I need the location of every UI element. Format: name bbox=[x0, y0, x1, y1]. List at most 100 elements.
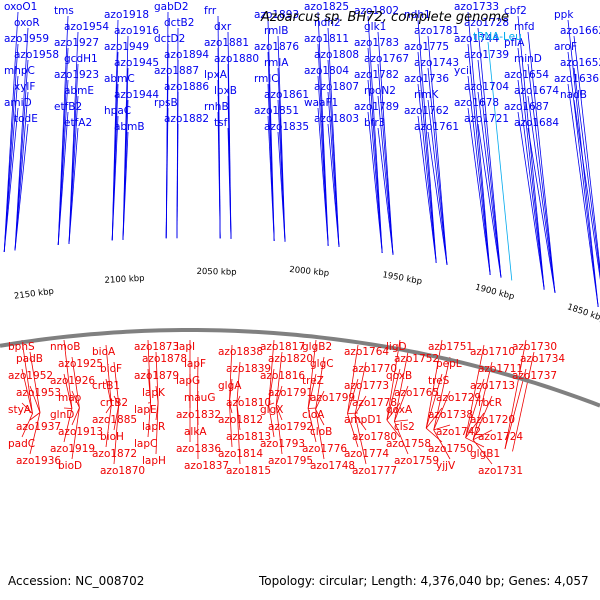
forward-gene-label: azo1959 bbox=[4, 33, 49, 45]
forward-gene-label: rimK bbox=[414, 89, 439, 101]
gene-leader-line bbox=[317, 107, 329, 246]
gene-leader-line bbox=[63, 408, 73, 443]
gene-leader-line bbox=[527, 63, 556, 293]
reverse-gene-label: crtB1 bbox=[92, 380, 120, 392]
forward-gene-label: azo1733 bbox=[454, 1, 499, 13]
reverse-gene-label: qoxA bbox=[386, 404, 413, 416]
reverse-gene-label: azo1799 bbox=[310, 392, 355, 404]
gene-leader-line bbox=[267, 115, 275, 241]
gene-leader-line bbox=[155, 351, 159, 403]
gene-leader-line bbox=[427, 99, 448, 265]
reverse-gene-label: azo1731 bbox=[478, 465, 523, 477]
reverse-gene-label: azo1737 bbox=[512, 370, 557, 382]
forward-gene-label: dctB2 bbox=[164, 17, 194, 29]
gene-leader-lines bbox=[3, 11, 600, 465]
reverse-gene-label: azo1832 bbox=[176, 409, 221, 421]
forward-gene-label: azo1802 bbox=[354, 5, 399, 17]
forward-gene-label: azo1949 bbox=[104, 41, 149, 53]
forward-gene-label: azo1886 bbox=[164, 81, 209, 93]
kbp-label: 1850 kbp bbox=[566, 302, 600, 324]
gene-leader-line bbox=[275, 385, 283, 406]
reverse-gene-label: ampD1 bbox=[344, 414, 382, 426]
forward-gene-label: azo1775 bbox=[404, 41, 449, 53]
gene-leader-line bbox=[517, 15, 545, 290]
forward-gene-label: azo1958 bbox=[14, 49, 59, 61]
gene-leader-line bbox=[467, 43, 491, 275]
reverse-gene-label: azo1878 bbox=[142, 353, 187, 365]
gene-leader-line bbox=[63, 339, 73, 409]
gene-leader-line bbox=[417, 19, 437, 263]
gene-leader-line bbox=[477, 123, 502, 278]
reverse-gene-label: bioA bbox=[92, 346, 116, 358]
forward-gene-label: azo1804 bbox=[304, 65, 349, 77]
reverse-gene-label: cloA bbox=[302, 409, 325, 421]
forward-gene-label: azo1923 bbox=[54, 69, 99, 81]
gene-leader-line bbox=[229, 402, 233, 448]
forward-gene-label: gcdH1 bbox=[64, 53, 98, 65]
forward-gene-label: azo1674 bbox=[514, 85, 559, 97]
gene-leader-line bbox=[307, 408, 317, 443]
gene-leader-line bbox=[63, 407, 72, 409]
gene-leader-line bbox=[417, 51, 437, 263]
gene-leader-line bbox=[275, 405, 283, 455]
reverse-gene-label: azo1724 bbox=[478, 431, 523, 443]
gene-leader-line bbox=[377, 95, 394, 255]
reverse-gene-label: treS bbox=[428, 375, 450, 387]
gene-leader-line bbox=[433, 424, 451, 431]
reverse-gene-label: rbcR bbox=[478, 397, 502, 409]
reverse-gene-label: azo1879 bbox=[134, 370, 179, 382]
gene-leader-line bbox=[433, 390, 451, 431]
gene-leader-line bbox=[347, 412, 359, 414]
gene-leader-line bbox=[472, 395, 493, 440]
reverse-gene-label: azo1936 bbox=[16, 455, 61, 467]
forward-gene-label: azo1807 bbox=[314, 81, 359, 93]
forward-gene-label: hpaC bbox=[104, 105, 131, 117]
gene-leader-line bbox=[377, 31, 394, 255]
gene-leader-line bbox=[377, 63, 394, 255]
gene-leader-line bbox=[517, 47, 545, 290]
gene-leader-line bbox=[3, 75, 19, 253]
gene-leader-line bbox=[307, 373, 317, 409]
rna-leader-line bbox=[487, 41, 513, 281]
forward-gene-label: ndh1 bbox=[404, 9, 431, 21]
forward-gene-label: ndh2 bbox=[314, 17, 341, 29]
reverse-gene-label: bioH bbox=[100, 431, 124, 443]
reverse-gene-label: azo1937 bbox=[16, 421, 61, 433]
forward-gene-label: waaF1 bbox=[304, 97, 338, 109]
reverse-gene-label: azo1815 bbox=[226, 465, 271, 477]
reverse-gene-label: azo1713 bbox=[470, 380, 515, 392]
gene-leader-line bbox=[386, 419, 401, 438]
kbp-label: 2150 kbp bbox=[14, 287, 55, 302]
forward-gene-label: aroF bbox=[554, 41, 577, 53]
gene-leader-line bbox=[111, 115, 119, 241]
reverse-gene-label: yjjV bbox=[436, 460, 456, 472]
reverse-gene-label: bioF bbox=[100, 363, 122, 375]
forward-gene-label: azo1811 bbox=[304, 33, 349, 45]
reverse-gene-label: azo1952 bbox=[8, 370, 53, 382]
gene-leader-line bbox=[68, 127, 79, 244]
gene-leader-line bbox=[386, 339, 401, 421]
gene-leader-line bbox=[504, 368, 527, 450]
gene-leader-line bbox=[347, 344, 359, 414]
gene-leader-line bbox=[427, 131, 448, 265]
forward-gene-label: rpoN2 bbox=[364, 85, 396, 97]
reverse-gene-label: lapK bbox=[142, 387, 166, 399]
gene-leader-line bbox=[229, 378, 233, 403]
reverse-gene-label: azo1919 bbox=[50, 443, 95, 455]
forward-gene-label: tsf bbox=[214, 117, 228, 129]
gene-leader-line bbox=[386, 368, 401, 421]
reverse-gene-label: lapF bbox=[184, 358, 206, 370]
gene-leader-line bbox=[367, 47, 383, 254]
gene-leader-line bbox=[354, 395, 367, 415]
forward-gene-label: rpsB bbox=[154, 97, 178, 109]
forward-gene-label: azo1782 bbox=[354, 69, 399, 81]
gene-leader-line bbox=[14, 59, 29, 251]
gene-leader-line bbox=[465, 378, 485, 438]
gene-leader-line bbox=[217, 111, 221, 239]
gene-leader-line bbox=[567, 51, 599, 308]
gene-leader-line bbox=[197, 390, 199, 403]
reverse-gene-label: azo1813 bbox=[226, 431, 271, 443]
gene-leader-line bbox=[29, 412, 41, 421]
forward-gene-label: ppk bbox=[554, 9, 574, 21]
